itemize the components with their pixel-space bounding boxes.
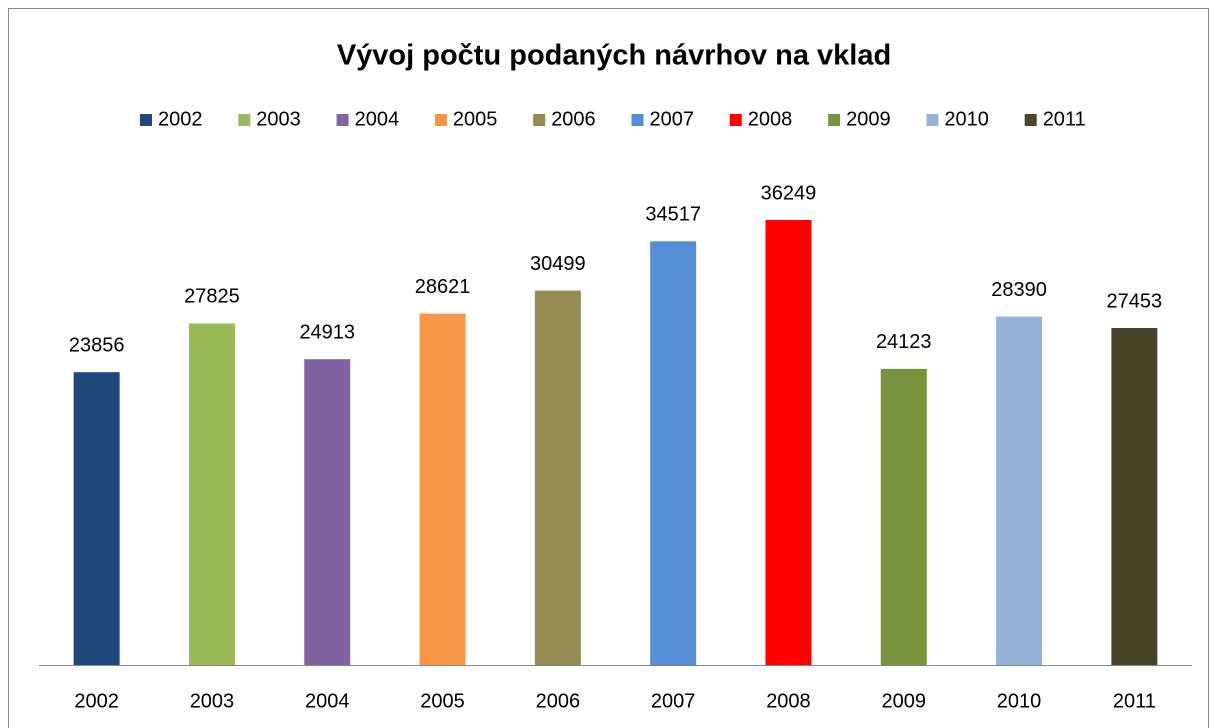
legend-swatch — [238, 114, 251, 126]
data-label: 28390 — [991, 279, 1047, 301]
legend-label: 2003 — [256, 108, 301, 130]
legend-label: 2002 — [158, 108, 203, 130]
x-tick-label: 2008 — [766, 690, 811, 712]
x-tick-label: 2005 — [420, 690, 465, 712]
x-tick-label: 2007 — [651, 690, 696, 712]
data-label: 28621 — [415, 276, 471, 298]
bar — [1111, 328, 1158, 665]
legend-swatch — [140, 114, 152, 126]
bar — [650, 241, 697, 665]
bar — [304, 359, 351, 665]
legend-label: 2006 — [551, 108, 596, 130]
data-label: 24913 — [299, 321, 355, 343]
x-tick-label: 2006 — [536, 690, 581, 712]
legend-swatch — [828, 114, 841, 126]
data-label: 23856 — [69, 334, 125, 356]
x-tick-label: 2010 — [997, 690, 1042, 712]
data-label: 27825 — [184, 286, 240, 308]
legend-swatch — [336, 114, 349, 126]
legend-label: 2010 — [944, 108, 989, 130]
bar — [534, 290, 581, 665]
data-label: 24123 — [876, 331, 932, 353]
bar — [996, 316, 1043, 665]
x-tick-label: 2002 — [74, 690, 119, 712]
legend-label: 2005 — [453, 108, 498, 130]
bar — [188, 323, 235, 665]
legend-swatch — [434, 114, 447, 126]
x-tick-label: 2009 — [882, 690, 927, 712]
legend-swatch — [1024, 114, 1037, 126]
chart-title: Vývoj počtu podaných návrhov na vklad — [337, 40, 891, 72]
data-label: 36249 — [761, 182, 817, 204]
data-label: 30499 — [530, 253, 586, 275]
legend-swatch — [533, 114, 546, 126]
x-tick-label: 2011 — [1113, 690, 1156, 712]
legend-swatch — [631, 114, 644, 126]
bar — [73, 372, 120, 665]
x-tick-label: 2004 — [305, 690, 350, 712]
bar — [765, 220, 812, 665]
legend-label: 2011 — [1043, 108, 1086, 130]
legend-swatch — [926, 114, 939, 126]
legend-label: 2007 — [650, 108, 695, 130]
bar — [880, 368, 927, 665]
data-label: 34517 — [645, 204, 701, 226]
x-tick-label: 2003 — [190, 690, 235, 712]
legend-swatch — [729, 114, 742, 126]
legend-label: 2004 — [355, 108, 400, 130]
bar — [419, 313, 466, 665]
legend-label: 2008 — [748, 108, 793, 130]
data-label: 27453 — [1107, 290, 1163, 312]
legend-label: 2009 — [846, 108, 891, 130]
